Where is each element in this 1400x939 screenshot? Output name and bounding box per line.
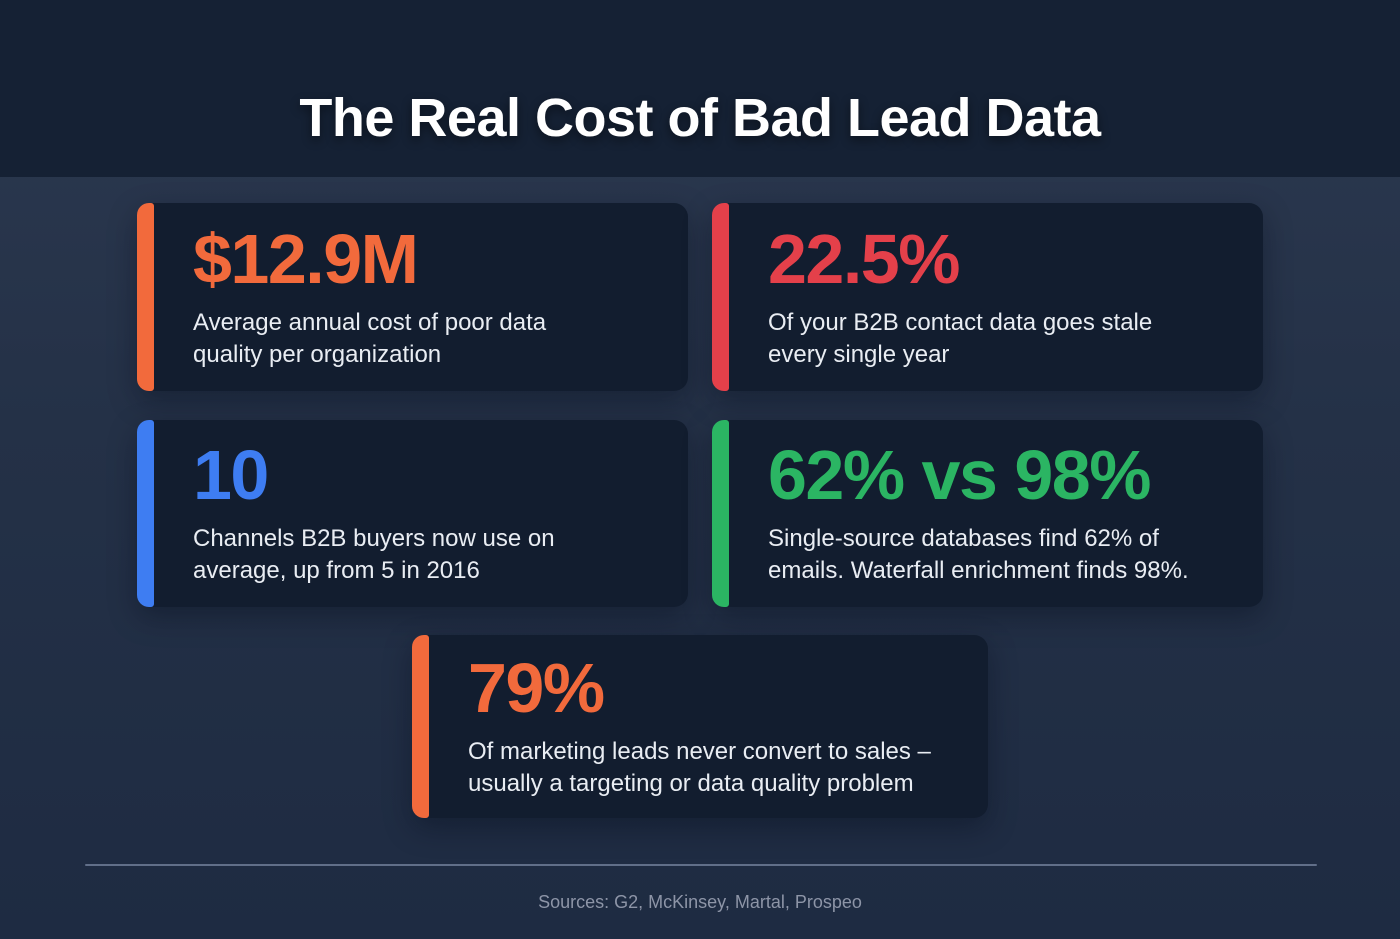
- accent-bar: [137, 420, 154, 607]
- stat-card-lead-conversion: 79% Of marketing leads never convert to …: [412, 635, 988, 818]
- stat-value: $12.9M: [193, 219, 419, 298]
- accent-bar: [137, 203, 154, 391]
- stat-value: 62% vs 98%: [768, 436, 1151, 514]
- stat-description: Average annual cost of poor data quality…: [193, 308, 547, 368]
- stat-description: Channels B2B buyers now use on average, …: [193, 525, 555, 584]
- stat-description: Of marketing leads never convert to sale…: [468, 738, 931, 797]
- stat-card-email-match-rate: 62% vs 98% Single-source databases find …: [712, 420, 1263, 607]
- sources-text: Sources: G2, McKinsey, Martal, Prospeo: [538, 892, 862, 912]
- page-title: The Real Cost of Bad Lead Data: [299, 88, 1101, 148]
- stat-description: Of your B2B contact data goes stale ever…: [768, 308, 1153, 368]
- stat-value: 22.5%: [768, 219, 960, 298]
- stat-value: 79%: [468, 649, 605, 727]
- stat-card-buyer-channels: 10 Channels B2B buyers now use on averag…: [137, 420, 688, 607]
- stat-card-annual-cost: $12.9M Average annual cost of poor data …: [137, 203, 688, 391]
- stat-value: 10: [193, 436, 269, 514]
- accent-bar: [712, 420, 729, 607]
- stat-card-stale-data: 22.5% Of your B2B contact data goes stal…: [712, 203, 1263, 391]
- stat-description: Single-source databases find 62% of emai…: [768, 525, 1189, 584]
- header-band: The Real Cost of Bad Lead Data: [0, 0, 1400, 177]
- accent-bar: [712, 203, 729, 391]
- footer-divider: [85, 864, 1317, 866]
- accent-bar: [412, 635, 429, 818]
